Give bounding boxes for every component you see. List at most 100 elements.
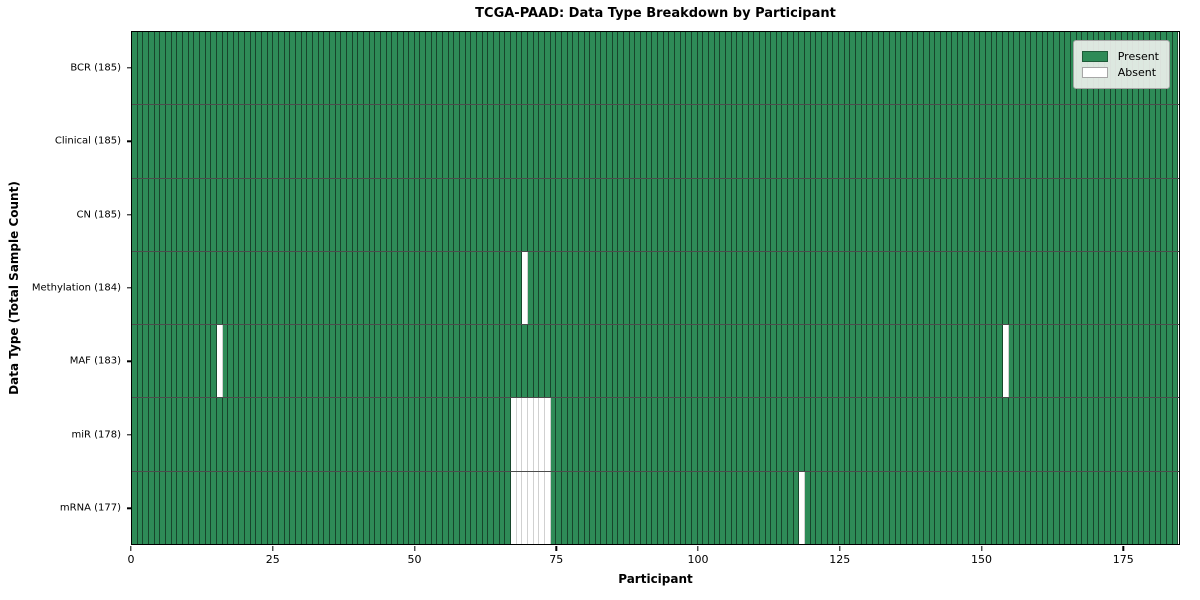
present-cell: [923, 178, 930, 251]
present-cell: [612, 178, 619, 251]
present-cell: [1059, 471, 1066, 544]
present-cell: [703, 32, 709, 105]
x-tick-mark: [555, 546, 557, 551]
present-cell: [137, 178, 144, 251]
present-cell: [839, 251, 845, 325]
y-tick-mark: [127, 213, 131, 216]
present-cell: [765, 251, 772, 325]
present-cell: [935, 325, 941, 398]
present-cell: [714, 105, 721, 178]
present-cell: [443, 325, 449, 398]
present-cell: [1172, 105, 1179, 178]
present-cell: [137, 325, 144, 398]
present-cell: [499, 251, 506, 325]
present-cell: [296, 32, 302, 105]
present-cell: [771, 32, 777, 105]
present-cell: [737, 398, 743, 471]
present-cell: [805, 178, 811, 251]
present-cell: [1065, 178, 1071, 251]
present-cell: [132, 251, 138, 325]
present-cell: [403, 325, 410, 398]
present-cell: [1059, 105, 1066, 178]
present-cell: [1104, 105, 1111, 178]
present-cell: [997, 105, 1004, 178]
present-cell: [1070, 398, 1077, 471]
present-cell: [867, 398, 873, 471]
present-cell: [1172, 32, 1179, 105]
present-cell: [776, 398, 783, 471]
present-cell: [929, 251, 936, 325]
present-cell: [878, 471, 885, 544]
present-cell: [584, 398, 591, 471]
present-cell: [460, 325, 466, 398]
present-cell: [1127, 471, 1134, 544]
present-cell: [307, 471, 313, 544]
present-cell: [697, 178, 704, 251]
present-cell: [652, 471, 659, 544]
present-cell: [884, 325, 890, 398]
present-cell: [669, 325, 675, 398]
present-cell: [708, 325, 715, 398]
present-cell: [1099, 325, 1105, 398]
present-cell: [986, 32, 992, 105]
present-cell: [884, 105, 890, 178]
present-cell: [754, 398, 760, 471]
present-cell: [160, 471, 166, 544]
present-cell: [137, 105, 144, 178]
present-cell: [296, 325, 302, 398]
present-cell: [720, 471, 726, 544]
present-cell: [590, 32, 596, 105]
present-cell: [386, 105, 393, 178]
present-cell: [1104, 398, 1111, 471]
present-cell: [872, 178, 879, 251]
present-cell: [199, 178, 206, 251]
present-cell: [1144, 178, 1151, 251]
present-cell: [816, 32, 823, 105]
present-cell: [878, 325, 885, 398]
present-cell: [177, 32, 183, 105]
present-cell: [488, 32, 494, 105]
present-cell: [595, 251, 602, 325]
present-cell: [952, 105, 958, 178]
present-cell: [273, 32, 280, 105]
present-cell: [856, 325, 862, 398]
present-cell: [573, 325, 579, 398]
present-cell: [177, 471, 183, 544]
present-cell: [827, 251, 834, 325]
row-cn: [132, 178, 1179, 252]
present-cell: [420, 325, 427, 398]
present-cell: [250, 178, 257, 251]
present-cell: [856, 105, 862, 178]
present-cell: [363, 105, 370, 178]
present-cell: [935, 105, 941, 178]
present-cell: [1048, 398, 1054, 471]
present-cell: [1133, 178, 1139, 251]
present-cell: [822, 32, 828, 105]
present-cell: [680, 251, 687, 325]
present-cell: [1093, 325, 1100, 398]
present-cell: [182, 471, 189, 544]
present-cell: [211, 398, 217, 471]
present-cell: [675, 178, 681, 251]
present-cell: [516, 251, 523, 325]
present-cell: [335, 251, 342, 325]
present-cell: [358, 398, 364, 471]
present-cell: [578, 32, 585, 105]
present-cell: [1003, 32, 1009, 105]
present-cell: [250, 105, 257, 178]
present-cell: [652, 325, 659, 398]
present-cell: [397, 471, 404, 544]
present-cell: [177, 325, 183, 398]
present-cell: [573, 471, 579, 544]
present-cell: [607, 325, 613, 398]
present-cell: [499, 105, 506, 178]
present-cell: [550, 325, 557, 398]
present-cell: [550, 105, 557, 178]
present-cell: [1037, 251, 1043, 325]
present-cell: [437, 178, 444, 251]
present-cell: [742, 471, 749, 544]
present-cell: [1003, 398, 1009, 471]
present-cell: [454, 251, 461, 325]
present-cell: [211, 105, 217, 178]
present-cell: [686, 471, 692, 544]
